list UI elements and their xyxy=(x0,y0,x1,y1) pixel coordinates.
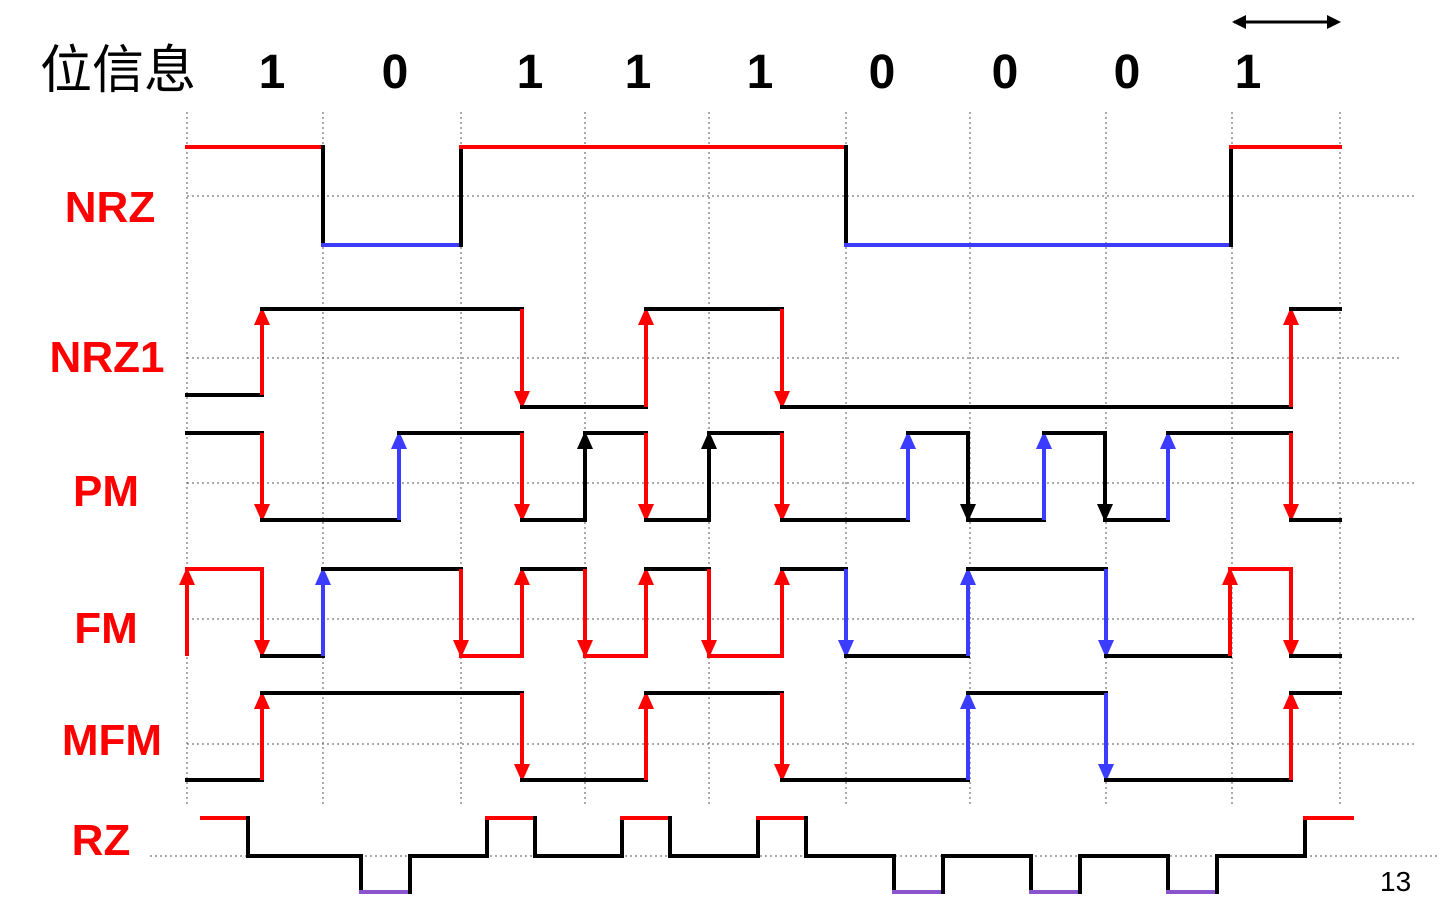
wave-arrow-down-head xyxy=(254,640,270,658)
wave-arrow-down-head xyxy=(1283,504,1299,522)
wave-arrow-down-head xyxy=(514,764,530,782)
wave-arrow-down-head xyxy=(774,764,790,782)
wave-arrow-down-head xyxy=(1098,640,1114,658)
wave-arrow-down-head xyxy=(960,504,976,522)
wave-arrow-up-head xyxy=(1283,307,1299,325)
wave-arrow-down-head xyxy=(577,640,593,658)
wave-arrow-up-head xyxy=(1222,567,1238,585)
bit-label: 0 xyxy=(992,46,1019,99)
bit-label: 0 xyxy=(869,46,896,99)
wave-pm xyxy=(185,431,1342,522)
signal-label-fm: FM xyxy=(74,604,138,653)
wave-arrow-down-head xyxy=(838,640,854,658)
wave-arrow-up-head xyxy=(960,567,976,585)
page-number: 13 xyxy=(1380,866,1411,897)
wave-arrow-up-head xyxy=(900,431,916,449)
wave-mfm xyxy=(185,691,1342,782)
wave-arrow-down-head xyxy=(453,640,469,658)
wave-arrow-down-head xyxy=(514,504,530,522)
wave-arrow-up-head xyxy=(774,567,790,585)
wave-arrow-down-head xyxy=(774,391,790,409)
wave-arrow-down-head xyxy=(514,391,530,409)
bit-label: 1 xyxy=(747,46,774,99)
wave-nrz1 xyxy=(185,307,1342,409)
wave-arrow-up-head xyxy=(1036,431,1052,449)
wave-arrow-up-head xyxy=(701,431,717,449)
wave-arrow-up-head xyxy=(638,307,654,325)
bit-labels: 1 0 1 1 1 0 0 0 1 xyxy=(259,46,1262,99)
bit-info-title: 位信息 xyxy=(40,41,196,101)
signal-label-pm: PM xyxy=(73,467,139,516)
signal-labels: NRZ NRZ1 PM FM MFM RZ xyxy=(50,183,165,865)
wave-arrow-up-head xyxy=(315,567,331,585)
bit-label: 1 xyxy=(1235,46,1262,99)
wave-arrow-up-head xyxy=(514,567,530,585)
wave-arrow-down-head xyxy=(774,504,790,522)
grid-lines xyxy=(150,112,1440,857)
wave-arrow-up-head xyxy=(391,431,407,449)
wave-arrow-down-head xyxy=(701,640,717,658)
signal-label-nrzi: NRZ1 xyxy=(50,333,165,382)
bit-label: 0 xyxy=(1114,46,1141,99)
bit-period-arrow xyxy=(1232,15,1341,29)
signal-label-nrz: NRZ xyxy=(65,183,155,232)
wave-arrow-down-head xyxy=(1283,640,1299,658)
wave-arrow-down-head xyxy=(1098,764,1114,782)
wave-rz xyxy=(200,816,1354,894)
wave-arrow-down-head xyxy=(1097,504,1113,522)
bit-label: 1 xyxy=(259,46,286,99)
wave-arrow-down-head xyxy=(254,504,270,522)
wave-arrow-up-head xyxy=(254,691,270,709)
bit-label: 0 xyxy=(382,46,409,99)
wave-arrow-up-head xyxy=(960,691,976,709)
bit-label: 1 xyxy=(517,46,544,99)
signal-label-mfm: MFM xyxy=(62,716,162,765)
wave-arrow-up-head xyxy=(577,431,593,449)
wave-nrz xyxy=(185,145,1342,247)
wave-arrow-up-head xyxy=(638,567,654,585)
wave-arrow-up-head xyxy=(1283,691,1299,709)
waveforms xyxy=(179,145,1354,894)
wave-fm xyxy=(179,567,1342,658)
wave-arrow-up-head xyxy=(1160,431,1176,449)
bit-label: 1 xyxy=(625,46,652,99)
wave-arrow-up-head xyxy=(254,307,270,325)
wave-arrow-up-head xyxy=(638,691,654,709)
wave-arrow-up-head xyxy=(179,567,195,585)
wave-arrow-down-head xyxy=(638,504,654,522)
signal-label-rz: RZ xyxy=(72,816,131,865)
